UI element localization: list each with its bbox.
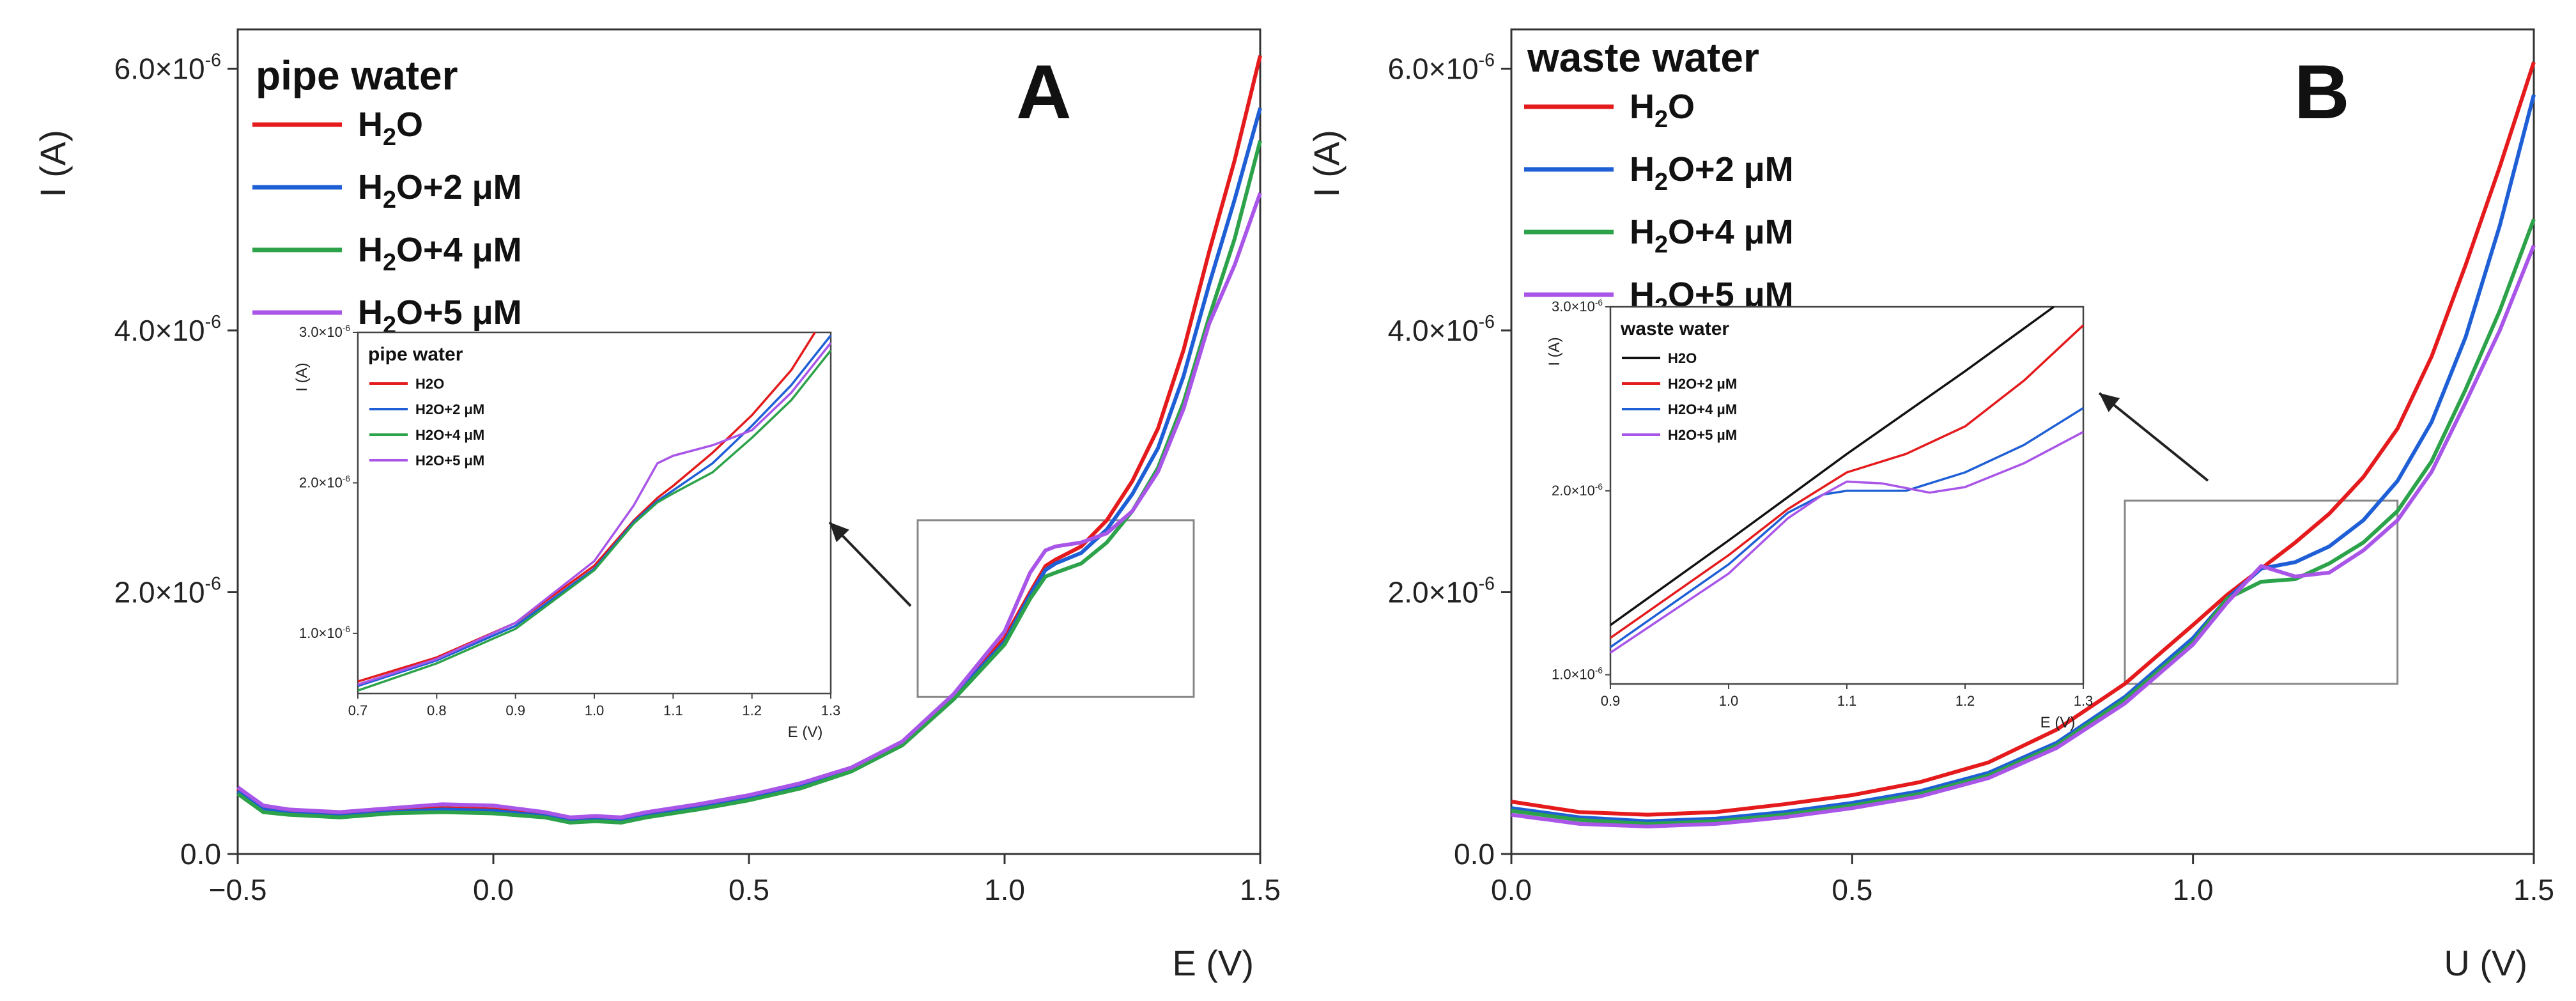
y-tick-label: 4.0×10-6	[1388, 312, 1495, 347]
x-tick-label: 0.0	[1491, 873, 1532, 906]
x-tick-label: 1.0	[984, 873, 1025, 906]
inset-series-line	[357, 342, 832, 686]
inset-legend-label: H2O+2 μM	[415, 401, 484, 417]
x-tick-label: 0.5	[729, 873, 769, 906]
inset-x-tick-label: 0.9	[1601, 693, 1621, 709]
inset-x-tick-label: 1.0	[1719, 693, 1739, 709]
inset-legend-label: H2O+5 μM	[1668, 427, 1737, 443]
inset-y-tick-label: 1.0×10-6	[1552, 666, 1603, 683]
inset-title: waste water	[1620, 318, 1729, 339]
inset-legend-label: H2O+2 μM	[1668, 376, 1737, 392]
inset-x-tick-label: 0.9	[505, 702, 525, 718]
y-tick-label: 6.0×10-6	[1388, 50, 1495, 85]
x-tick-label: 1.5	[2513, 873, 2554, 906]
series-line	[1511, 244, 2536, 828]
y-axis-title: I (A)	[33, 130, 73, 198]
panel-b: 0.0 0.5 1.0 1.5 0.0 2.0×10-6 4.0×10-6 6.0×10-6 U…	[1306, 28, 2554, 983]
y-tick-label: 6.0×10-6	[114, 50, 221, 85]
legend-label: H2O+2 μM	[1630, 150, 1794, 196]
inset-series-line	[357, 334, 832, 687]
plot-frame	[1510, 28, 2535, 855]
zoom-region-box	[916, 519, 1195, 698]
y-tick-label: 0.0	[180, 837, 221, 871]
legend-label: H2O+5 μM	[358, 293, 522, 339]
series-line	[236, 192, 1262, 819]
legend-label: H2O	[1630, 88, 1695, 133]
inset-series-line	[357, 350, 832, 692]
y-tick-label: 4.0×10-6	[114, 312, 221, 347]
panel-title: waste water	[1527, 35, 1759, 81]
inset-series-line	[1609, 306, 2055, 626]
zoom-arrow-head	[829, 522, 849, 543]
inset-legend-label: H2O+4 μM	[1668, 401, 1737, 417]
inset-legend-label: H2O+4 μM	[415, 427, 484, 443]
x-tick-label: 1.5	[1240, 873, 1281, 906]
inset-legend-label: H2O	[415, 376, 444, 392]
panel-letter: A	[1016, 49, 1072, 135]
zoom-region-box	[2124, 499, 2399, 685]
x-tick-label: 1.0	[2173, 873, 2214, 906]
inset-series-line	[1609, 324, 2085, 639]
inset-x-tick-label: 0.8	[427, 702, 447, 718]
inset-y-tick-label: 3.0×10-6	[299, 323, 350, 340]
inset-y-tick-label: 2.0×10-6	[1552, 482, 1603, 499]
y-tick-label: 0.0	[1454, 837, 1495, 871]
y-tick-label: 2.0×10-6	[114, 573, 221, 609]
inset-y-tick-label: 2.0×10-6	[299, 474, 350, 490]
inset-title: pipe water	[368, 344, 463, 365]
panel-letter: B	[2294, 49, 2350, 135]
inset-y-axis-title: I (A)	[293, 362, 311, 391]
x-tick-label: 0.0	[473, 873, 514, 906]
zoom-arrow-line	[2098, 392, 2209, 482]
inset-x-tick-label: 1.1	[663, 702, 683, 718]
panel-title: pipe water	[256, 52, 458, 98]
x-axis-title: U (V)	[2444, 943, 2527, 983]
legend-label: H2O	[358, 105, 423, 151]
inset-legend-label: H2O	[1668, 350, 1697, 366]
zoom-arrow-line	[828, 521, 912, 607]
inset-legend-label: H2O+5 μM	[415, 453, 484, 469]
legend-label: H2O+2 μM	[358, 168, 522, 213]
inset-y-tick-label: 1.0×10-6	[299, 625, 350, 641]
inset-x-tick-label: 1.0	[585, 702, 605, 718]
inset-series-line	[1610, 431, 2084, 654]
inset-x-tick-label: 0.7	[348, 702, 368, 718]
x-axis-title: E (V)	[1172, 943, 1254, 983]
inset-x-axis-title: E (V)	[788, 724, 823, 741]
y-tick-label: 2.0×10-6	[1388, 573, 1495, 609]
x-tick-label: 0.5	[1832, 873, 1872, 906]
inset-series-line	[1609, 407, 2084, 648]
inset-chart: 0.9 1.0 1.1 1.2 1.3 1.0×10-6 2.0×10-6 3.0×10-6 E…	[1546, 298, 2093, 731]
series-line	[1511, 94, 2536, 823]
inset-x-tick-label: 1.3	[2074, 693, 2094, 709]
inset-chart: 0.7 0.8 0.9 1.0 1.1 1.2 1.3 1.0×10-6 2.0×10-6 3.0…	[293, 323, 840, 741]
zoom-arrow-head	[2099, 393, 2120, 412]
inset-x-tick-label: 1.2	[742, 702, 762, 718]
inset-y-axis-title: I (A)	[1546, 337, 1563, 366]
inset-x-axis-title: E (V)	[2040, 714, 2076, 731]
legend-label: H2O+4 μM	[1630, 213, 1794, 258]
inset-frame	[1609, 306, 2085, 685]
series-line	[1511, 61, 2536, 817]
inset-y-tick-label: 3.0×10-6	[1552, 298, 1603, 314]
inset-x-tick-label: 1.2	[1955, 693, 1975, 709]
x-tick-label: −0.5	[209, 873, 267, 906]
inset-x-tick-label: 1.1	[1837, 693, 1857, 709]
panel-a: −0.5 0.0 0.5 1.0 1.50.02.0×10-64.0×10-66.0×1…	[33, 28, 1281, 983]
legend-label: H2O+4 μM	[358, 231, 522, 276]
inset-frame	[357, 331, 832, 695]
inset-x-tick-label: 1.3	[821, 702, 841, 718]
y-axis-title: I (A)	[1306, 130, 1346, 198]
